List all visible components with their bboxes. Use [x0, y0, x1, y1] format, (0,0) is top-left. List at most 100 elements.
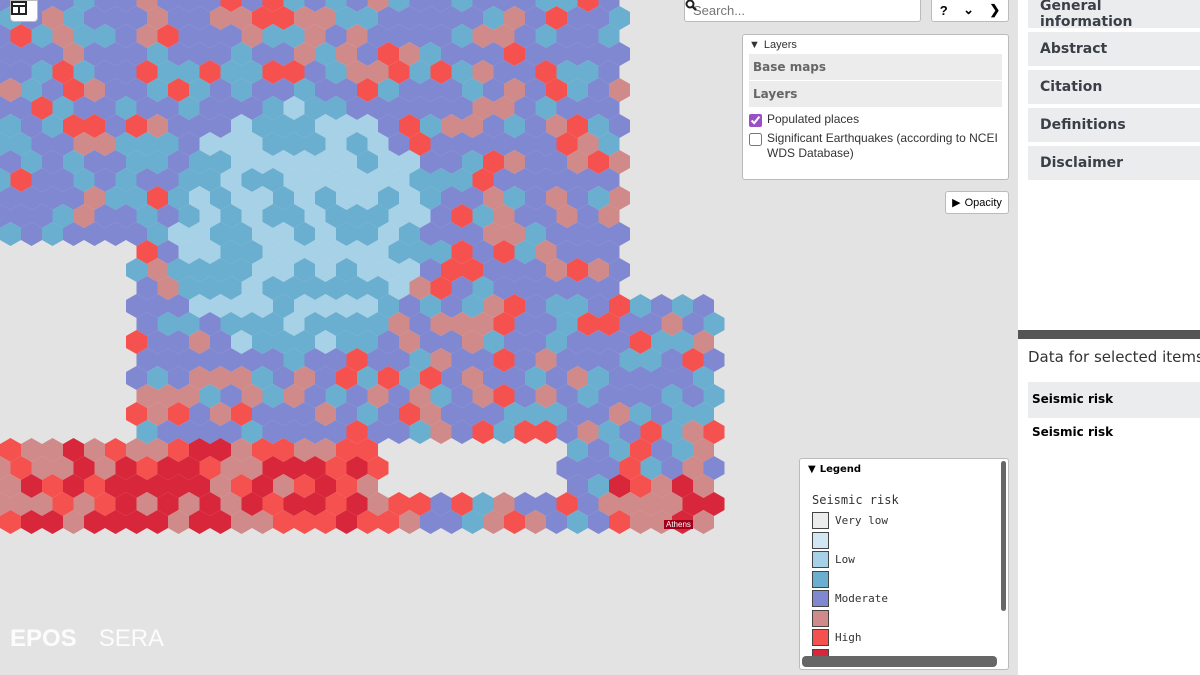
- risk-hex[interactable]: [294, 438, 315, 462]
- risk-hex[interactable]: [210, 42, 231, 66]
- risk-hex[interactable]: [178, 384, 200, 408]
- risk-hex[interactable]: [199, 204, 221, 228]
- risk-hex[interactable]: [567, 330, 588, 354]
- risk-hex[interactable]: [514, 492, 536, 516]
- risk-hex[interactable]: [546, 114, 567, 138]
- risk-hex[interactable]: [472, 24, 494, 48]
- risk-hex[interactable]: [0, 42, 21, 66]
- risk-hex[interactable]: [640, 348, 662, 372]
- risk-hex[interactable]: [63, 150, 84, 174]
- risk-hex[interactable]: [94, 204, 116, 228]
- risk-hex[interactable]: [178, 96, 200, 120]
- risk-hex[interactable]: [115, 96, 137, 120]
- risk-hex[interactable]: [619, 348, 641, 372]
- risk-hex[interactable]: [483, 402, 504, 426]
- risk-hex[interactable]: [199, 24, 221, 48]
- risk-hex[interactable]: [315, 6, 336, 30]
- risk-hex[interactable]: [325, 96, 347, 120]
- risk-hex[interactable]: [357, 150, 378, 174]
- risk-hex[interactable]: [546, 258, 567, 282]
- risk-hex[interactable]: [294, 510, 315, 534]
- risk-hex[interactable]: [199, 276, 221, 300]
- risk-hex[interactable]: [462, 366, 483, 390]
- risk-hex[interactable]: [535, 132, 557, 156]
- risk-hex[interactable]: [514, 168, 536, 192]
- risk-hex[interactable]: [325, 312, 347, 336]
- risk-hex[interactable]: [619, 384, 641, 408]
- risk-hex[interactable]: [535, 276, 557, 300]
- risk-hex[interactable]: [525, 402, 546, 426]
- risk-hex[interactable]: [262, 60, 284, 84]
- risk-hex[interactable]: [199, 456, 221, 480]
- risk-hex[interactable]: [357, 42, 378, 66]
- chevron-down-icon[interactable]: ⌄: [963, 2, 974, 17]
- risk-hex[interactable]: [430, 276, 452, 300]
- risk-hex[interactable]: [577, 96, 599, 120]
- risk-hex[interactable]: [504, 78, 525, 102]
- populated-places-checkbox[interactable]: [749, 114, 762, 127]
- risk-hex[interactable]: [672, 474, 693, 498]
- risk-hex[interactable]: [31, 60, 53, 84]
- risk-hex[interactable]: [619, 420, 641, 444]
- risk-hex[interactable]: [577, 204, 599, 228]
- risk-hex[interactable]: [525, 78, 546, 102]
- risk-hex[interactable]: [126, 258, 147, 282]
- risk-hex[interactable]: [451, 204, 473, 228]
- risk-hex[interactable]: [157, 420, 179, 444]
- risk-hex[interactable]: [420, 258, 441, 282]
- risk-hex[interactable]: [483, 6, 504, 30]
- risk-hex[interactable]: [441, 402, 462, 426]
- risk-hex[interactable]: [220, 204, 242, 228]
- risk-hex[interactable]: [168, 78, 189, 102]
- risk-hex[interactable]: [63, 474, 84, 498]
- risk-hex[interactable]: [430, 420, 452, 444]
- risk-hex[interactable]: [21, 438, 42, 462]
- risk-hex[interactable]: [147, 510, 168, 534]
- risk-hex[interactable]: [178, 60, 200, 84]
- risk-hex[interactable]: [567, 294, 588, 318]
- risk-hex[interactable]: [199, 240, 221, 264]
- earthquakes-checkbox[interactable]: [749, 133, 762, 146]
- risk-hex[interactable]: [0, 114, 21, 138]
- risk-hex[interactable]: [220, 384, 242, 408]
- risk-hex[interactable]: [283, 348, 305, 372]
- risk-hex[interactable]: [682, 456, 704, 480]
- risk-hex[interactable]: [514, 240, 536, 264]
- risk-hex[interactable]: [241, 60, 263, 84]
- risk-hex[interactable]: [609, 114, 630, 138]
- risk-hex[interactable]: [661, 420, 683, 444]
- risk-hex[interactable]: [672, 294, 693, 318]
- risk-hex[interactable]: [241, 384, 263, 408]
- risk-hex[interactable]: [157, 168, 179, 192]
- risk-hex[interactable]: [483, 222, 504, 246]
- risk-hex[interactable]: [546, 6, 567, 30]
- risk-hex[interactable]: [567, 186, 588, 210]
- risk-hex[interactable]: [336, 366, 357, 390]
- risk-hex[interactable]: [483, 258, 504, 282]
- risk-hex[interactable]: [136, 420, 158, 444]
- risk-hex[interactable]: [262, 348, 284, 372]
- risk-hex[interactable]: [304, 276, 326, 300]
- risk-hex[interactable]: [441, 114, 462, 138]
- risk-hex[interactable]: [493, 240, 515, 264]
- risk-hex[interactable]: [0, 78, 21, 102]
- risk-hex[interactable]: [651, 402, 672, 426]
- risk-hex[interactable]: [388, 348, 410, 372]
- risk-hex[interactable]: [105, 114, 126, 138]
- risk-hex[interactable]: [336, 330, 357, 354]
- risk-hex[interactable]: [630, 510, 651, 534]
- risk-hex[interactable]: [325, 384, 347, 408]
- risk-hex[interactable]: [451, 348, 473, 372]
- risk-hex[interactable]: [567, 474, 588, 498]
- risk-hex[interactable]: [346, 384, 368, 408]
- risk-hex[interactable]: [493, 384, 515, 408]
- risk-hex[interactable]: [567, 510, 588, 534]
- risk-hex[interactable]: [325, 456, 347, 480]
- risk-hex[interactable]: [514, 276, 536, 300]
- risk-hex[interactable]: [504, 330, 525, 354]
- risk-hex[interactable]: [157, 204, 179, 228]
- risk-hex[interactable]: [42, 6, 63, 30]
- risk-hex[interactable]: [472, 60, 494, 84]
- risk-hex[interactable]: [325, 420, 347, 444]
- risk-hex[interactable]: [399, 222, 420, 246]
